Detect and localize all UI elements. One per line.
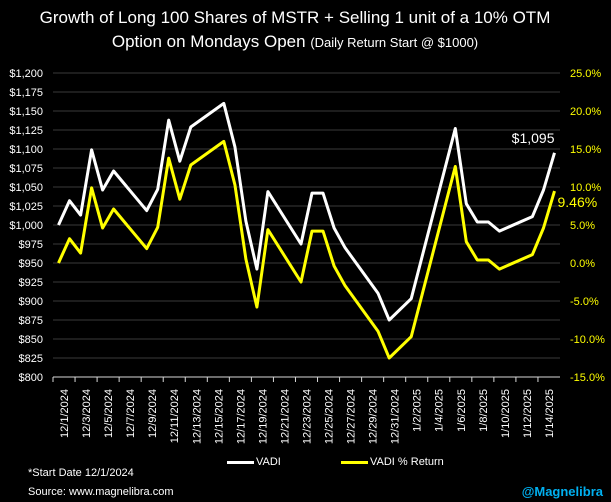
- x-tick-label: 1/8/2025: [478, 389, 490, 432]
- y-right-tick-label: 0.0%: [570, 258, 595, 270]
- legend-swatch-vadi: [227, 460, 254, 464]
- x-tick-label: 1/2/2025: [412, 389, 424, 432]
- x-tick-label: 12/11/2024: [169, 389, 181, 443]
- y-right-tick-label: 5.0%: [570, 220, 595, 232]
- y-left-tick-label: $900: [19, 296, 43, 308]
- last-value-label: $1,095: [512, 130, 555, 146]
- x-tick-label: 12/5/2024: [103, 389, 115, 438]
- x-tick-label: 12/19/2024: [257, 389, 269, 444]
- source-text: Source: www.magnelibra.com: [28, 486, 174, 498]
- x-tick-label: 12/13/2024: [191, 389, 203, 444]
- y-left-tick-label: $800: [19, 372, 43, 384]
- x-tick-label: 12/9/2024: [147, 389, 159, 438]
- series-line-return: [57, 139, 556, 360]
- x-tick-label: 12/1/2024: [59, 389, 71, 438]
- x-tick-label: 1/4/2025: [434, 389, 446, 432]
- last-return-label: 9.46%: [557, 194, 597, 210]
- y-left-tick-label: $975: [19, 239, 43, 251]
- x-tick-label: 12/17/2024: [235, 389, 247, 444]
- start-date-note: *Start Date 12/1/2024: [28, 467, 134, 479]
- x-tick-label: 12/25/2024: [324, 389, 336, 444]
- y-left-tick-label: $1,125: [9, 125, 43, 137]
- title-line-2: Option on Mondays Open (Daily Return Sta…: [0, 30, 590, 55]
- y-right-tick-label: 15.0%: [570, 144, 601, 156]
- y-left-tick-label: $925: [19, 277, 43, 289]
- x-tick-label: 1/14/2025: [544, 389, 556, 438]
- y-left-tick-label: $1,200: [9, 68, 43, 80]
- x-tick-label: 12/29/2024: [368, 389, 380, 444]
- y-right-tick-label: 20.0%: [570, 106, 601, 118]
- x-tick-label: 12/21/2024: [279, 389, 291, 444]
- x-tick-label: 12/15/2024: [213, 389, 225, 444]
- y-right-tick-label: 10.0%: [570, 182, 601, 194]
- y-right-tick-label: 25.0%: [570, 68, 601, 80]
- y-left-tick-label: $1,100: [9, 144, 43, 156]
- y-left-tick-label: $1,175: [9, 87, 43, 99]
- x-tick-label: 1/12/2025: [522, 389, 534, 438]
- y-left-tick-label: $1,050: [9, 182, 43, 194]
- y-right-tick-label: -15.0%: [570, 372, 605, 384]
- chart-title: Growth of Long 100 Shares of MSTR + Sell…: [0, 6, 590, 55]
- chart-subtitle: (Daily Return Start @ $1000): [310, 35, 479, 50]
- y-left-tick-label: $1,000: [9, 220, 43, 232]
- title-line-2-text: Option on Mondays Open: [111, 32, 306, 51]
- x-tick-label: 12/23/2024: [301, 389, 313, 444]
- y-left-tick-label: $1,025: [9, 201, 43, 213]
- y-left-tick-label: $1,150: [9, 106, 43, 118]
- y-left-tick-label: $825: [19, 353, 43, 365]
- y-right-tick-label: -10.0%: [570, 334, 605, 346]
- x-tick-label: 1/6/2025: [456, 389, 468, 432]
- legend-item-return: VADI % Return: [341, 456, 444, 468]
- x-tick-label: 1/10/2025: [500, 389, 512, 438]
- x-tick-label: 12/27/2024: [346, 389, 358, 444]
- y-left-tick-label: $950: [19, 258, 43, 270]
- x-tick-label: 12/31/2024: [390, 389, 402, 444]
- x-tick-label: 12/7/2024: [125, 389, 137, 438]
- title-line-1: Growth of Long 100 Shares of MSTR + Sell…: [39, 8, 551, 27]
- series-line-vadi: [57, 101, 556, 322]
- legend-item-vadi: VADI: [227, 456, 281, 468]
- legend-swatch-return: [341, 460, 368, 464]
- y-left-tick-label: $1,075: [9, 163, 43, 175]
- y-left-tick-label: $875: [19, 315, 43, 327]
- y-right-tick-label: -5.0%: [570, 296, 599, 308]
- y-left-tick-label: $850: [19, 334, 43, 346]
- legend-label-return: VADI % Return: [370, 456, 444, 468]
- legend-label-vadi: VADI: [256, 456, 281, 468]
- x-tick-label: 12/3/2024: [81, 389, 93, 438]
- brand-handle: @Magnelibra: [521, 484, 603, 499]
